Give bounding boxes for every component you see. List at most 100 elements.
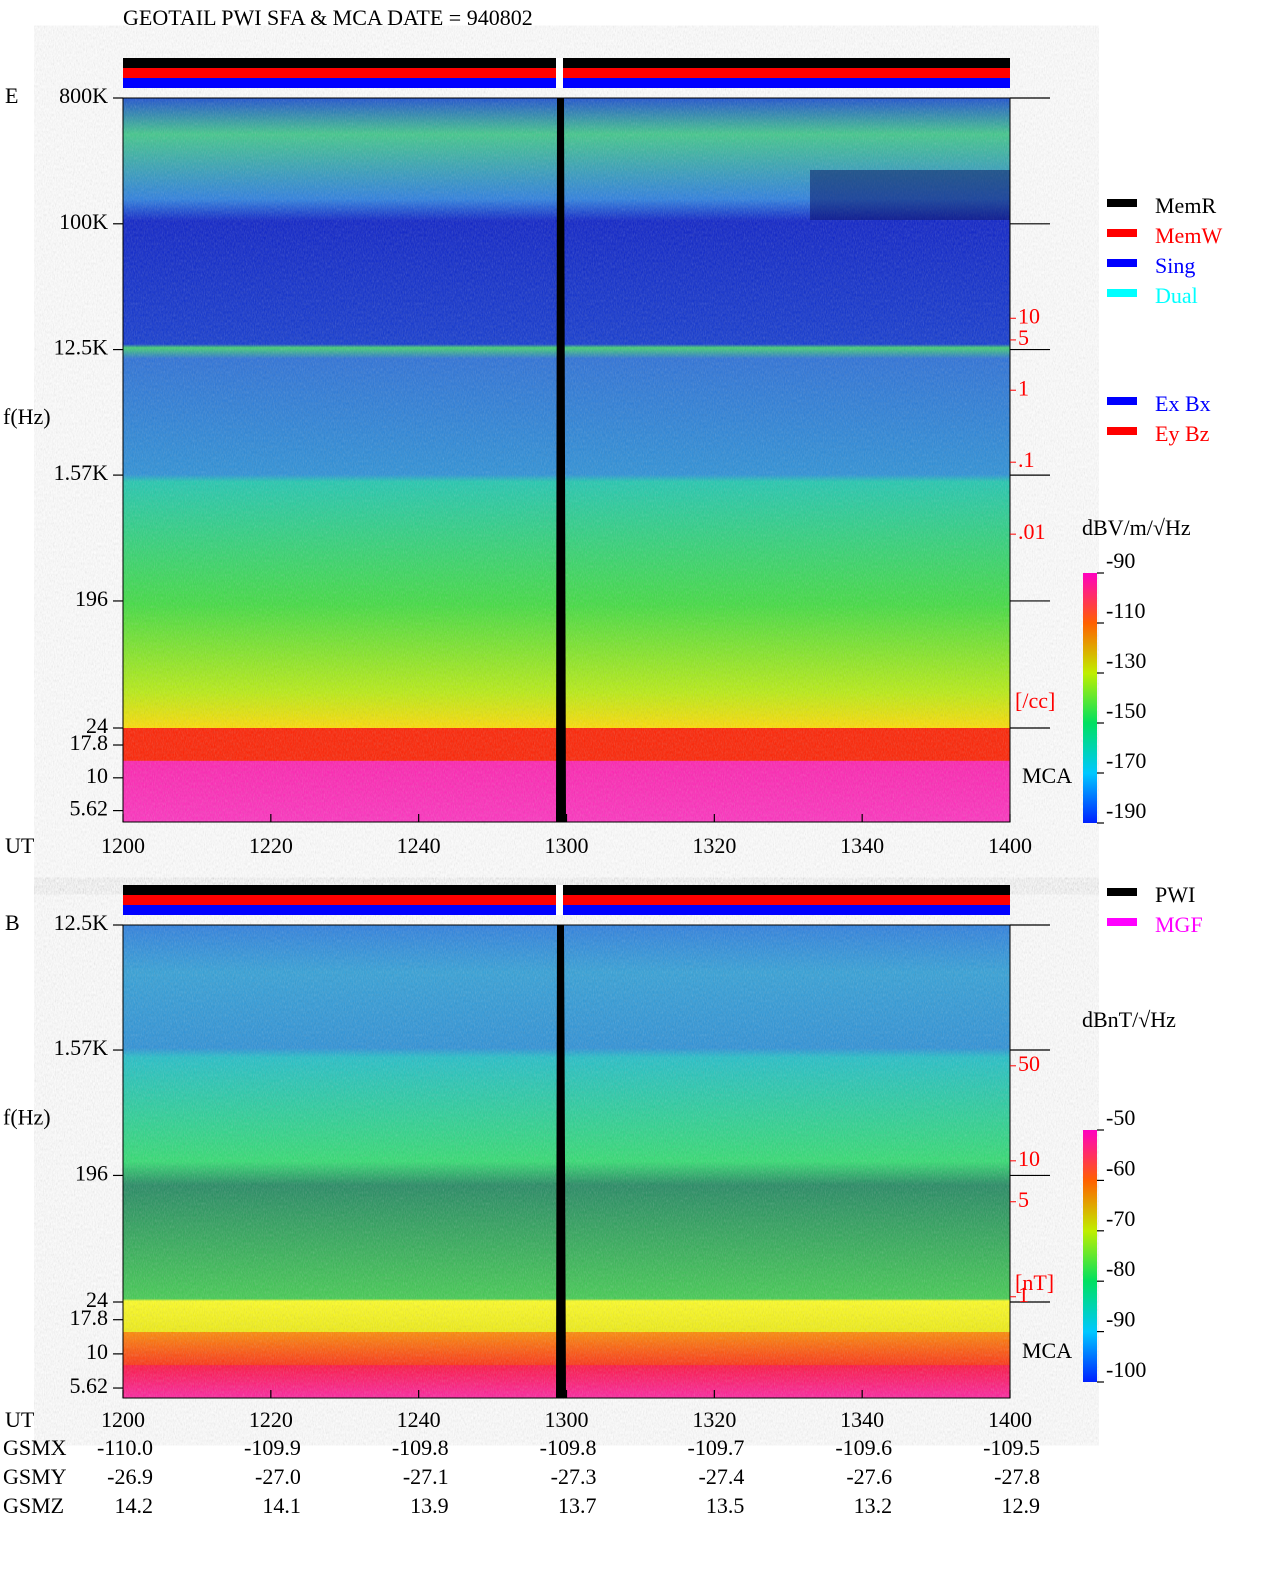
orbit-value: -110.0 [97, 1435, 153, 1460]
y-tick-label: 12.5K [54, 335, 109, 360]
x-tick-label: 1240 [397, 833, 441, 858]
y-axis-label: f(Hz) [3, 404, 51, 429]
x-tick-label: 1320 [692, 1407, 736, 1432]
legend-swatch [1107, 289, 1137, 297]
orbit-value: -27.0 [255, 1464, 301, 1489]
colorbar-tick-label: -190 [1106, 798, 1146, 823]
x-tick-label: 1340 [840, 1407, 884, 1432]
x-tick-label: 1340 [840, 833, 884, 858]
y2-tick-label: 1 [1018, 1282, 1029, 1307]
colorbar-tick-label: -50 [1106, 1105, 1135, 1130]
x-tick-label: 1300 [545, 1407, 589, 1432]
orbit-value: 12.9 [1002, 1493, 1041, 1518]
legend-swatch [1107, 918, 1137, 926]
orbit-value: -27.6 [846, 1464, 892, 1489]
x-tick-label: 1400 [988, 1407, 1032, 1432]
colorbar-tick-label: -70 [1106, 1206, 1135, 1231]
panel-label: B [5, 910, 20, 935]
y2-tick-label: 10 [1018, 1146, 1040, 1171]
orbit-row-name: GSMX [3, 1435, 67, 1460]
y2-tick-label: 10 [1018, 303, 1040, 328]
legend-swatch [1107, 229, 1137, 237]
y2-axis-label: [/cc] [1015, 688, 1055, 713]
colorbar-tick-label: -130 [1106, 648, 1146, 673]
orbit-value: 13.2 [854, 1493, 893, 1518]
x-tick-label: 1400 [988, 833, 1032, 858]
legend-label: Sing [1155, 253, 1195, 278]
legend-label: Ex Bx [1155, 391, 1211, 416]
y2-tick-label: 5 [1018, 1187, 1029, 1212]
orbit-value: -27.3 [551, 1464, 597, 1489]
colorbar-tick-label: -60 [1106, 1155, 1135, 1180]
y-tick-label: 196 [75, 586, 108, 611]
y-tick-label: 17.8 [70, 1305, 109, 1330]
x-axis-label: UT [5, 1407, 35, 1432]
colorbar-label: dBV/m/√Hz [1082, 515, 1191, 540]
y2-tick-label: 1 [1018, 375, 1029, 400]
y-tick-label: 24 [86, 1287, 108, 1312]
colorbar [1083, 1130, 1097, 1382]
orbit-row-name: GSMZ [3, 1493, 64, 1518]
legend-label: Ey Bz [1155, 421, 1210, 446]
y2-tick-label: .01 [1018, 519, 1046, 544]
y-tick-label: 1.57K [54, 460, 109, 485]
y-tick-label: 196 [75, 1160, 108, 1185]
orbit-value: -27.4 [699, 1464, 745, 1489]
orbit-value: 14.2 [115, 1493, 154, 1518]
colorbar-tick-label: -150 [1106, 698, 1146, 723]
orbit-value: -109.6 [835, 1435, 892, 1460]
status-bars [123, 58, 1010, 915]
legend-swatch [1107, 259, 1137, 267]
orbit-value: 14.1 [262, 1493, 301, 1518]
orbit-value: 13.5 [706, 1493, 745, 1518]
colorbar-tick-label: -90 [1106, 548, 1135, 573]
x-tick-label: 1240 [397, 1407, 441, 1432]
y2-tick-label: .1 [1018, 447, 1035, 472]
x-tick-label: 1220 [249, 1407, 293, 1432]
legend-swatch [1107, 397, 1137, 405]
panel-label: E [5, 83, 18, 108]
y-tick-label: 100K [59, 209, 108, 234]
legend-label: Dual [1155, 283, 1198, 308]
orbit-value: -109.7 [688, 1435, 745, 1460]
orbit-value: -26.9 [107, 1464, 153, 1489]
colorbar-tick-label: -110 [1106, 598, 1146, 623]
orbit-row-name: GSMY [3, 1464, 67, 1489]
y-tick-label: 1.57K [54, 1035, 109, 1060]
orbit-value: -109.9 [244, 1435, 301, 1460]
colorbar-tick-label: -80 [1106, 1256, 1135, 1281]
legend-label: MemR [1155, 193, 1216, 218]
legend-label: PWI [1155, 882, 1195, 907]
y-tick-label: 5.62 [70, 796, 109, 821]
colorbar-label: dBnT/√Hz [1082, 1007, 1176, 1032]
x-tick-label: 1220 [249, 833, 293, 858]
orbit-value: -109.8 [540, 1435, 597, 1460]
x-tick-label: 1320 [692, 833, 736, 858]
colorbar-tick-label: -90 [1106, 1307, 1135, 1332]
y-tick-label: 17.8 [70, 730, 109, 755]
orbit-value: -109.8 [392, 1435, 449, 1460]
y-axis-label: f(Hz) [3, 1105, 51, 1130]
mca-label: MCA [1022, 763, 1072, 788]
y2-tick-label: 50 [1018, 1051, 1040, 1076]
legend-swatch [1107, 199, 1137, 207]
y2-axis-label: [nT] [1015, 1270, 1054, 1295]
orbit-value: -109.5 [983, 1435, 1040, 1460]
spectrogram-e [123, 98, 1010, 822]
page-title: GEOTAIL PWI SFA & MCA DATE = 940802 [123, 5, 533, 30]
x-tick-label: 1300 [545, 833, 589, 858]
mca-label: MCA [1022, 1338, 1072, 1363]
legend-swatch [1107, 888, 1137, 896]
legend-label: MGF [1155, 912, 1203, 937]
orbit-value: 13.7 [558, 1493, 597, 1518]
y-tick-label: 24 [86, 713, 108, 738]
colorbar-tick-label: -170 [1106, 748, 1146, 773]
y-tick-label: 10 [86, 1339, 108, 1364]
x-axis-label: UT [5, 833, 35, 858]
y-tick-label: 5.62 [70, 1373, 109, 1398]
colorbar-tick-label: -100 [1106, 1357, 1146, 1382]
orbit-value: -27.1 [403, 1464, 449, 1489]
y-tick-label: 800K [59, 83, 108, 108]
legend-swatch [1107, 427, 1137, 435]
